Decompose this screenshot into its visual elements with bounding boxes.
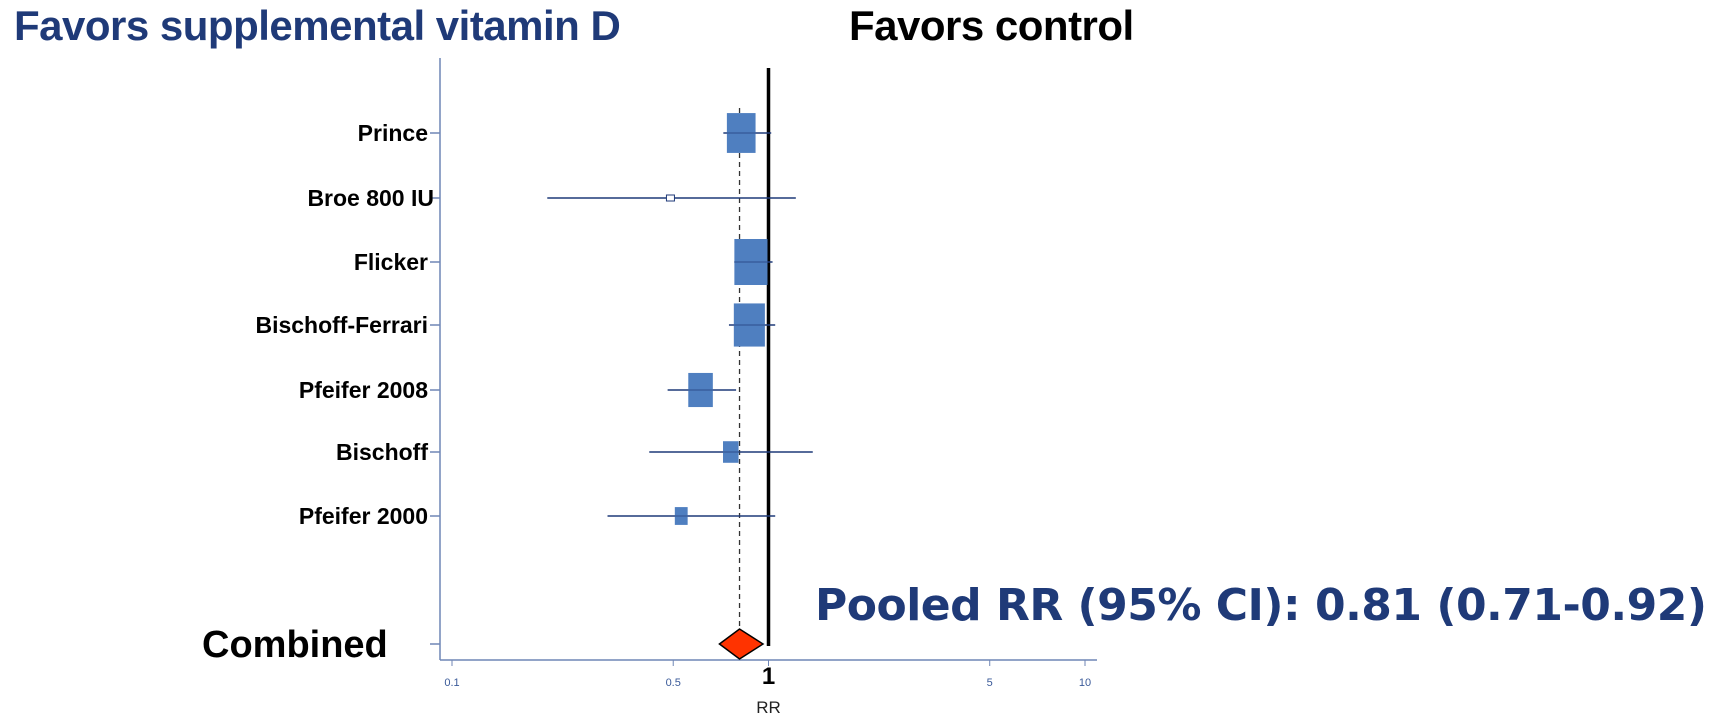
study-label: Bischoff-Ferrari xyxy=(255,312,428,338)
x-tick-label: 0.5 xyxy=(666,677,681,689)
x-tick-label: 10 xyxy=(1079,677,1091,689)
combined-diamond xyxy=(718,628,765,660)
x-tick-label: 5 xyxy=(987,677,993,689)
combined-label: Combined xyxy=(202,624,388,666)
study-label: Prince xyxy=(358,120,428,146)
study-label: Pfeifer 2000 xyxy=(299,503,428,529)
favors-control-label: Favors control xyxy=(849,2,1134,49)
favors-treatment-label: Favors supplemental vitamin D xyxy=(14,2,621,49)
point-estimate-box xyxy=(665,194,675,202)
pooled-estimate-text: Pooled RR (95% CI): 0.81 (0.71-0.92) xyxy=(815,580,1707,631)
x-tick-label: 1 xyxy=(762,663,775,690)
study-label: Bischoff xyxy=(336,439,428,465)
study-label: Flicker xyxy=(354,249,428,275)
study-label: Pfeifer 2008 xyxy=(299,377,428,403)
x-tick-label: 0.1 xyxy=(444,677,459,689)
x-axis-title: RR xyxy=(756,698,781,717)
study-label: Broe 800 IU xyxy=(307,185,434,211)
